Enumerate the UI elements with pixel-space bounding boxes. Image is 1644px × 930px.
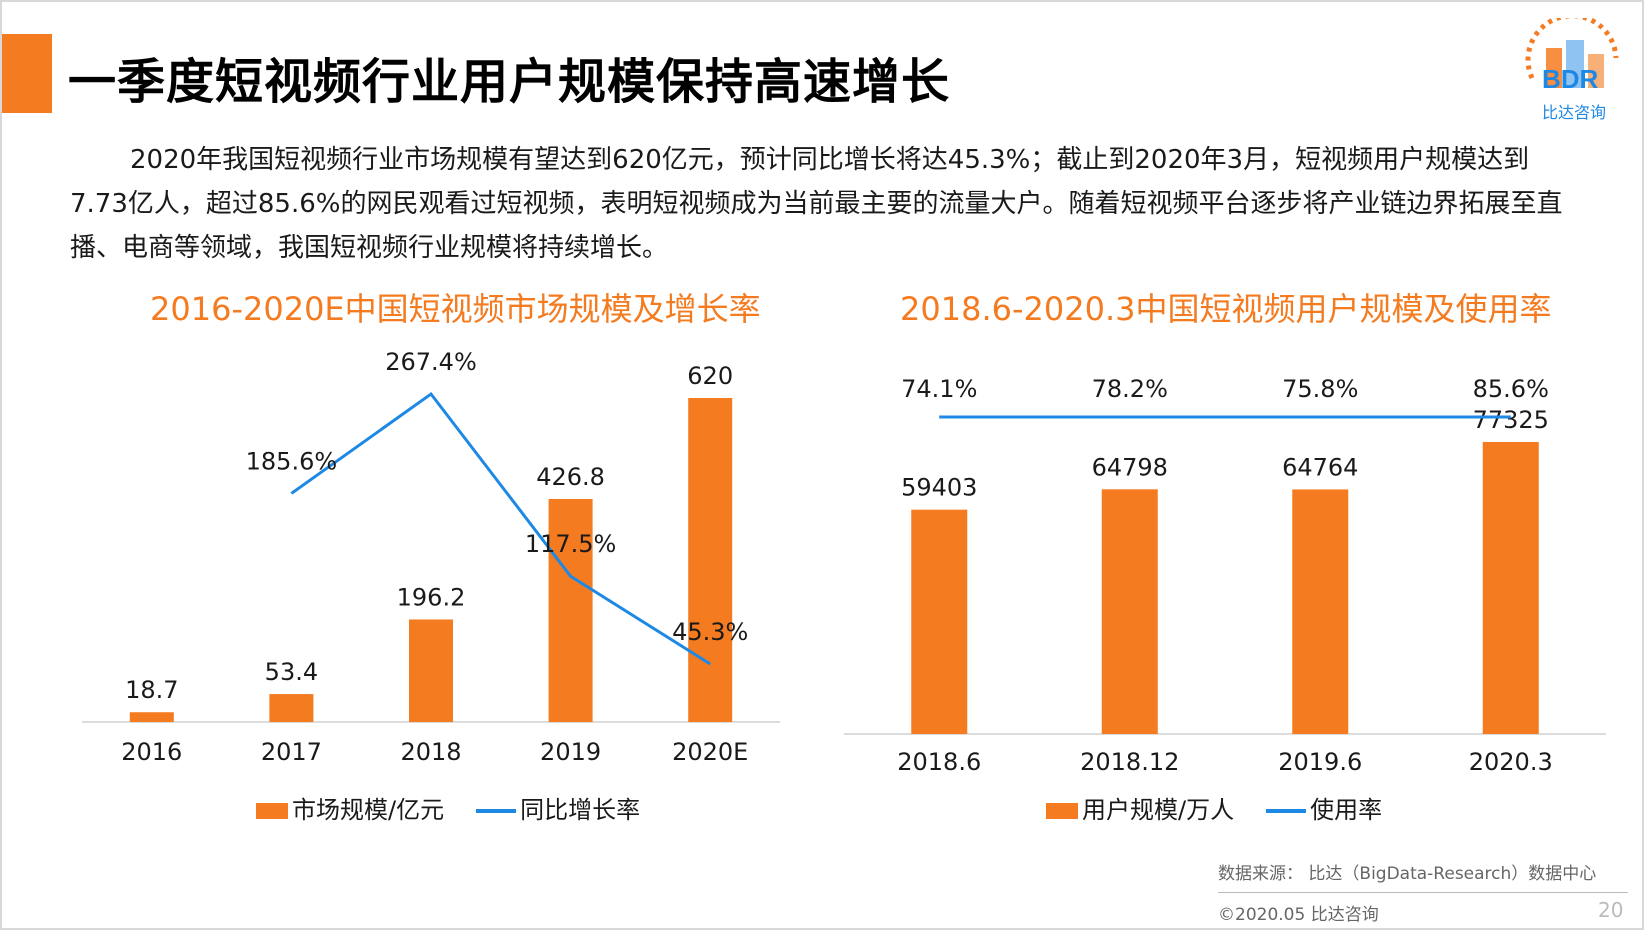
chart-title-market: 2016-2020E中国短视频市场规模及增长率	[150, 290, 761, 328]
line-label-usage-2018.6: 74.1%	[901, 375, 977, 403]
legend-market: 市场规模/亿元 同比增长率	[256, 790, 640, 825]
legend-line-swatch	[1266, 809, 1307, 813]
x-tick-market-2020E: 2020E	[672, 738, 748, 766]
line-label-growth-2018: 267.4%	[385, 348, 477, 376]
growth-rate-line	[290, 391, 711, 666]
logo-text: BDR	[1542, 64, 1599, 94]
legend-bar-swatch	[256, 803, 288, 819]
title-accent-bar	[2, 34, 52, 113]
data-source: 数据来源： 比达（BigData-Research）数据中心	[1218, 864, 1597, 884]
bar-label-market-2017: 53.4	[265, 658, 318, 686]
x-tick-users-2019.6: 2019.6	[1278, 748, 1362, 776]
x-tick-users-2020.3: 2020.3	[1469, 748, 1553, 776]
legend-bar-label: 用户规模/万人	[1082, 796, 1235, 824]
line-label-usage-2019.6: 75.8%	[1282, 375, 1358, 403]
chart-title-users: 2018.6-2020.3中国短视频用户规模及使用率	[900, 290, 1552, 328]
bar-label-users-2018.6: 59403	[901, 474, 977, 502]
bar-market-2016	[129, 712, 174, 722]
x-tick-market-2018: 2018	[400, 738, 461, 766]
bar-market-2017	[269, 694, 314, 722]
bar-label-users-2020.3: 77325	[1473, 406, 1549, 434]
bar-label-users-2018.12: 64798	[1092, 453, 1168, 481]
bar-market-2019	[548, 498, 593, 722]
bar-label-users-2019.6: 64764	[1282, 453, 1358, 481]
x-tick-market-2017: 2017	[261, 738, 322, 766]
bar-label-market-2020E: 620	[687, 362, 733, 390]
legend-users: 用户规模/万人 使用率	[1046, 790, 1382, 825]
bar-users-2018.6	[911, 509, 968, 734]
line-label-growth-2020E: 45.3%	[672, 618, 748, 646]
line-label-growth-2019: 117.5%	[525, 530, 617, 558]
copyright: ©2020.05 比达咨询	[1218, 905, 1379, 925]
footer-divider	[1218, 892, 1628, 893]
bar-market-2020E	[688, 398, 733, 722]
legend-bar-label: 市场规模/亿元	[292, 796, 445, 824]
bar-label-market-2018: 196.2	[397, 583, 466, 611]
bar-label-market-2019: 426.8	[536, 463, 605, 491]
logo-subtitle: 比达咨询	[1542, 103, 1607, 122]
x-tick-users-2018.6: 2018.6	[897, 748, 981, 776]
legend-line-label: 同比增长率	[520, 796, 641, 824]
line-label-usage-2020.3: 85.6%	[1473, 375, 1549, 403]
intro-paragraph: 2020年我国短视频行业市场规模有望达到620亿元，预计同比增长将达45.3%；…	[70, 145, 1563, 263]
x-tick-market-2016: 2016	[121, 738, 182, 766]
page-number: 20	[1598, 898, 1624, 922]
bar-users-2019.6	[1292, 489, 1349, 734]
bar-market-2018	[409, 619, 453, 722]
x-tick-users-2018.12: 2018.12	[1080, 748, 1179, 776]
page-title: 一季度短视频行业用户规模保持高速增长	[68, 54, 951, 110]
bar-users-2018.12	[1101, 489, 1158, 734]
x-tick-market-2019: 2019	[540, 738, 601, 766]
bdr-logo-icon: BDR	[1525, 18, 1619, 94]
legend-line-swatch	[476, 809, 517, 813]
bar-label-market-2016: 18.7	[125, 676, 178, 704]
bar-users-2020.3	[1482, 442, 1539, 734]
line-label-usage-2018.12: 78.2%	[1092, 375, 1168, 403]
line-label-growth-2017: 185.6%	[246, 447, 338, 475]
legend-line-label: 使用率	[1310, 796, 1383, 824]
legend-bar-swatch	[1046, 803, 1078, 819]
